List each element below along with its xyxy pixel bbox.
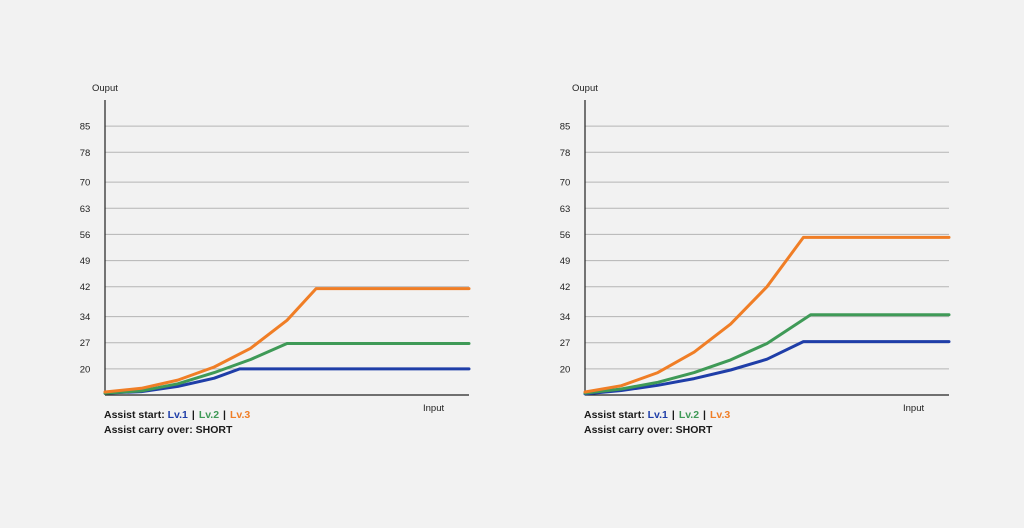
legend-lv1: Lv.1 — [647, 409, 668, 421]
legend-separator: | — [191, 409, 195, 421]
y-tick-label: 27 — [80, 338, 91, 349]
y-tick-label: 20 — [80, 364, 91, 375]
assist-start-line: Assist start: Lv.1 | Lv.2 | Lv.3 — [584, 408, 730, 423]
y-tick-label: 56 — [80, 230, 91, 241]
y-tick-label: 49 — [80, 256, 91, 267]
y-tick-label: 42 — [80, 282, 91, 293]
assist-start-line: Assist start: Lv.1 | Lv.2 | Lv.3 — [104, 408, 250, 423]
chart-left-caption: Assist start: Lv.1 | Lv.2 | Lv.3 Assist carr… — [104, 408, 250, 438]
chart-left: Ouput 20 27 34 42 49 56 63 70 78 85 Input Assist st… — [80, 83, 471, 438]
legend-separator: | — [671, 409, 675, 421]
series-line-lv3 — [583, 235, 951, 394]
series-line-lv2 — [103, 342, 471, 395]
series-line-lv3 — [103, 287, 471, 394]
series-line-lv1 — [583, 340, 951, 396]
y-tick-label: 78 — [560, 148, 571, 159]
assist-carry-over: Assist carry over: SHORT — [584, 424, 713, 436]
chart-right-caption: Assist start: Lv.1 | Lv.2 | Lv.3 Assist carr… — [584, 408, 730, 438]
x-axis-label: Input — [903, 403, 924, 414]
legend-lv1: Lv.1 — [167, 409, 188, 421]
y-tick-label: 85 — [560, 122, 571, 133]
y-tick-label: 42 — [560, 282, 571, 293]
legend-lv2: Lv.2 — [678, 409, 700, 421]
series-line-lv1 — [103, 367, 471, 395]
y-tick-label: 63 — [560, 204, 571, 215]
assist-carry-over: Assist carry over: SHORT — [104, 424, 233, 436]
y-tick-label: 70 — [80, 178, 91, 189]
legend-separator: | — [223, 409, 226, 421]
x-axis-label: Input — [423, 403, 444, 414]
legend-lv3: Lv.3 — [710, 409, 731, 421]
chart-right: Ouput 20 27 34 42 49 56 63 70 78 85 Input Assist st… — [480, 0, 992, 528]
legend-separator: | — [703, 409, 706, 421]
y-tick-label: 70 — [560, 178, 571, 189]
y-tick-label: 63 — [80, 204, 91, 215]
series-line-lv2 — [583, 313, 951, 395]
y-tick-label: 49 — [560, 256, 571, 267]
chart-left-svg: Ouput 20 27 34 42 49 56 63 70 78 85 Input — [80, 83, 471, 414]
y-tick-label: 34 — [80, 312, 91, 323]
y-tick-label: 85 — [80, 122, 91, 133]
y-axis-label: Ouput — [572, 83, 598, 94]
legend-lv3: Lv.3 — [230, 409, 251, 421]
assist-start-label: Assist start: — [104, 409, 165, 421]
y-tick-label: 34 — [560, 312, 571, 323]
y-tick-label: 20 — [560, 364, 571, 375]
assist-start-label: Assist start: — [584, 409, 645, 421]
y-tick-label: 56 — [560, 230, 571, 241]
y-tick-label: 27 — [560, 338, 571, 349]
chart-right-svg: Ouput 20 27 34 42 49 56 63 70 78 85 Input — [560, 83, 951, 414]
y-tick-label: 78 — [80, 148, 91, 159]
legend-lv2: Lv.2 — [198, 409, 220, 421]
y-axis-label: Ouput — [92, 83, 118, 94]
